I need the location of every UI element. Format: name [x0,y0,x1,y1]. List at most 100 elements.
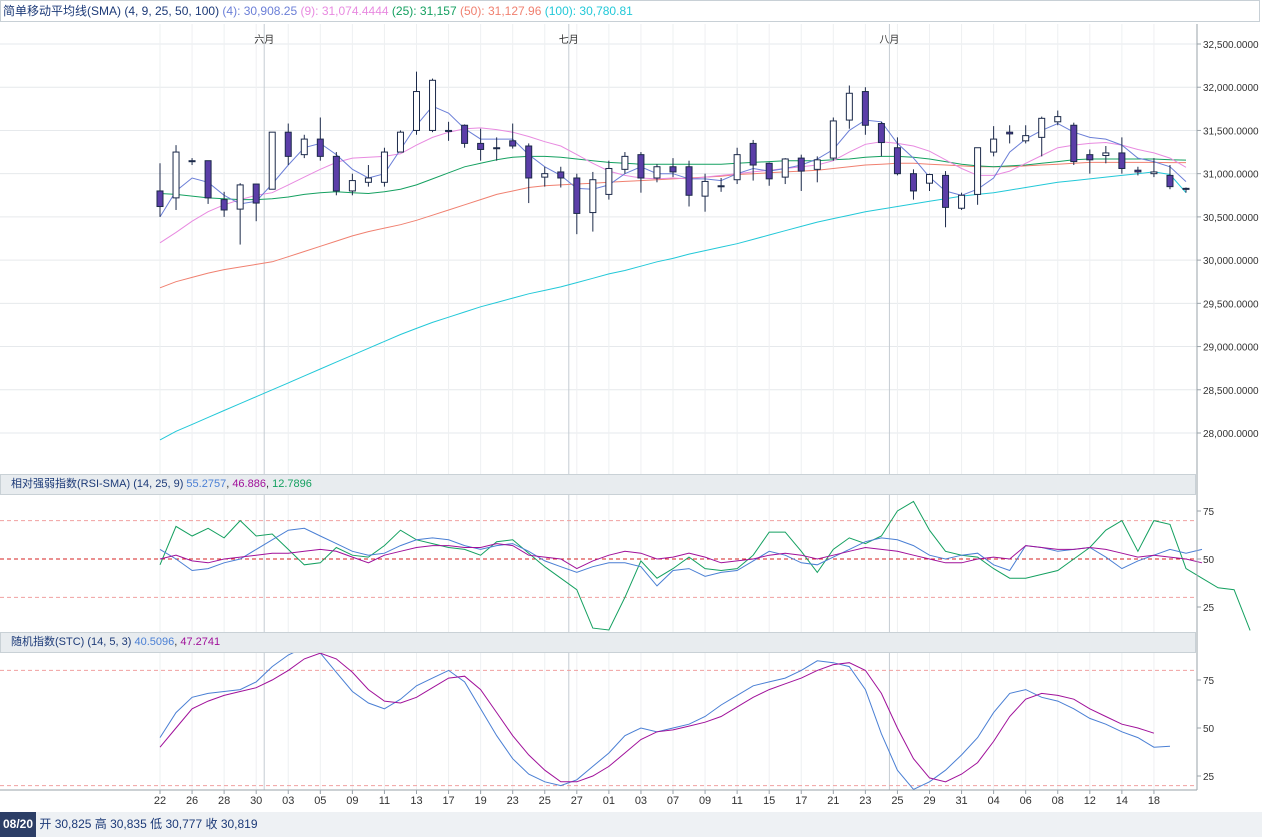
x-tick-label: 22 [154,795,166,807]
candle-body-up [1182,187,1190,190]
month-label: 六月 [254,34,274,46]
x-tick-label: 25 [891,795,903,807]
candle-body-down [316,138,324,157]
candle-body-up [781,158,789,178]
candle [364,165,372,187]
x-tick-label: 28 [218,795,230,807]
candle [797,154,805,191]
candle-body-up [396,131,404,153]
price-tick-label: 30,500.0000 [1203,213,1259,224]
sma-legend-value-1: 31,074.4444 [321,4,389,18]
candle-body-down [797,157,805,172]
sma-legend-label-0: (4): [222,4,244,18]
candle [204,160,212,204]
candle-body-up [845,92,853,121]
candle-body-down [1118,152,1126,169]
candle-body-up [268,131,276,190]
stc-tick-label: 75 [1203,676,1215,687]
stc-panel-values: 40.5096, 47.2741 [134,636,221,648]
candle-body-up [236,184,244,210]
candle-body-up [1102,152,1110,157]
candle-body-down [1166,174,1174,188]
candle [781,158,789,185]
candle-body-down [893,147,901,175]
price-tick-label: 31,000.0000 [1203,170,1259,181]
candle-body-down [1086,154,1094,161]
candle [1022,125,1030,144]
x-tick-label: 04 [988,795,1000,807]
sma-legend-value-3: 31,127.96 [487,4,542,18]
rsi-panel-title: 相对强弱指数(RSI-SMA) (14, 25, 9) [11,478,184,490]
rsi-signal-line [159,500,1251,631]
candle [557,166,565,188]
sma-legend-label-2: (25): [391,4,420,18]
rsi-tick-label: 50 [1203,555,1215,566]
candle [316,117,324,161]
candle [1118,137,1126,174]
candle [605,160,613,200]
price-tick-label: 29,000.0000 [1203,343,1259,354]
stc-panel[interactable] [0,646,1197,791]
x-tick-label: 31 [955,795,967,807]
sma50-line [159,161,1186,289]
candle [909,169,917,200]
candle-body-down [509,140,517,147]
candle-body-down [204,160,212,199]
x-tick-label: 07 [667,795,679,807]
candle [861,87,869,135]
rsi-panel-header: 相对强弱指数(RSI-SMA) (14, 25, 9) 55.2757, 46.… [0,474,1196,495]
candle-body-up [188,160,196,163]
x-tick-label: 11 [731,795,742,807]
candle [172,145,180,210]
rsi-value-0: 55.2757 [186,478,227,490]
x-tick-label: 11 [379,795,390,807]
ohlc-status-bar: 08/20 开 30,825 高 30,835 低 30,777 收 30,81… [0,812,1262,837]
candle-body-down [1134,169,1142,173]
rsi-panel-values: 55.2757, 46.886, 12.7896 [186,478,312,490]
x-tick-label: 23 [859,795,871,807]
candle-body-up [813,159,821,170]
candle-body-down [637,154,645,179]
candle [974,147,982,205]
x-tick-label: 19 [475,795,487,807]
candle-body-down [861,91,869,126]
x-tick-label: 25 [539,795,551,807]
x-tick-label: 03 [282,795,294,807]
candle [348,173,356,196]
candle-body-down [1070,124,1078,163]
candle-body-down [461,124,469,144]
candle [1006,125,1014,144]
candle [1150,158,1158,178]
candle [1182,187,1190,193]
candle-body-up [364,177,372,183]
rsi-line [159,527,1203,587]
candle-body-down [717,185,725,188]
candle-body-up [300,138,308,156]
candle [893,137,901,176]
candle [637,152,645,193]
candle-body-up [413,91,420,131]
sma-legend-label-1: (9): [300,4,322,18]
candle-body-down [749,142,757,166]
candle-body-down [573,177,581,214]
grid-layer [0,24,1197,790]
candle [156,163,164,217]
price-tick-label: 29,500.0000 [1203,299,1259,310]
x-tick-label: 01 [603,795,615,807]
candle [685,160,693,207]
candle [477,128,485,161]
status-date-badge: 08/20 [0,812,37,837]
x-tick-label: 30 [250,795,262,807]
candle [733,147,741,185]
stc-panel-header: 随机指数(STC) (14, 5, 3) 40.5096, 47.2741 [0,632,1196,653]
candle [493,137,501,161]
x-tick-label: 18 [1148,795,1160,807]
candle [268,131,276,190]
candle [942,171,950,228]
candle-body-down [525,145,533,179]
rsi-panel[interactable] [0,500,1251,631]
price-panel[interactable] [156,71,1190,441]
candle-body-up [958,194,966,209]
candle [300,134,308,159]
candle-body-down [332,155,340,192]
